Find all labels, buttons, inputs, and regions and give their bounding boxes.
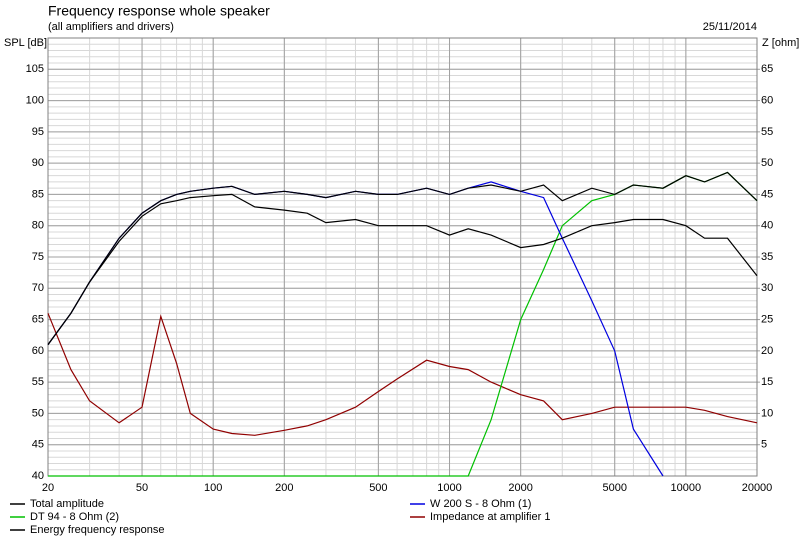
y-tick-label: 85 (32, 188, 44, 200)
y2-tick-label: 60 (761, 94, 773, 106)
y2-tick-label: 45 (761, 188, 773, 200)
legend-label: DT 94 - 8 Ohm (2) (30, 511, 119, 523)
y-tick-label: 75 (32, 251, 44, 263)
x-tick-label: 20 (42, 482, 54, 494)
y-tick-label: 45 (32, 439, 44, 451)
y-tick-label: 90 (32, 157, 44, 169)
legend-label: Energy frequency response (30, 524, 165, 536)
y2-tick-label: 5 (761, 439, 767, 451)
y2-axis-label: Z [ohm] (762, 37, 799, 49)
y-tick-label: 95 (32, 126, 44, 138)
y-tick-label: 70 (32, 282, 44, 294)
y-tick-label: 50 (32, 407, 44, 419)
y-tick-label: 100 (26, 94, 44, 106)
y-tick-label: 55 (32, 376, 44, 388)
x-tick-label: 10000 (671, 482, 702, 494)
y-tick-label: 40 (32, 470, 44, 482)
chart-subtitle: (all amplifiers and drivers) (48, 21, 174, 33)
y-axis-label: SPL [dB] (4, 37, 47, 49)
y2-tick-label: 55 (761, 126, 773, 138)
y2-tick-label: 65 (761, 63, 773, 75)
y-tick-label: 80 (32, 220, 44, 232)
x-tick-label: 20000 (742, 482, 773, 494)
x-tick-label: 500 (369, 482, 387, 494)
series-line (47, 171, 758, 345)
chart-title: Frequency response whole speaker (48, 3, 270, 19)
y2-tick-label: 10 (761, 407, 773, 419)
x-tick-label: 2000 (508, 482, 532, 494)
x-tick-label: 5000 (602, 482, 626, 494)
y-tick-label: 105 (26, 63, 44, 75)
series-line (48, 171, 758, 477)
y2-tick-label: 25 (761, 313, 773, 325)
legend-label: Total amplitude (30, 498, 104, 510)
series-line (47, 193, 758, 345)
date: 25/11/2014 (703, 21, 757, 33)
y2-tick-label: 50 (761, 157, 773, 169)
y-tick-label: 60 (32, 345, 44, 357)
legend-label: Impedance at amplifier 1 (430, 511, 550, 523)
x-tick-label: 50 (136, 482, 148, 494)
x-tick-label: 200 (275, 482, 293, 494)
y2-tick-label: 30 (761, 282, 773, 294)
y2-tick-label: 15 (761, 376, 773, 388)
x-tick-label: 100 (204, 482, 222, 494)
y2-tick-label: 40 (761, 220, 773, 232)
y-tick-label: 65 (32, 313, 44, 325)
series-line (47, 313, 758, 436)
legend-label: W 200 S - 8 Ohm (1) (430, 498, 531, 510)
y2-tick-label: 20 (761, 345, 773, 357)
x-tick-label: 1000 (437, 482, 461, 494)
y2-tick-label: 35 (761, 251, 773, 263)
